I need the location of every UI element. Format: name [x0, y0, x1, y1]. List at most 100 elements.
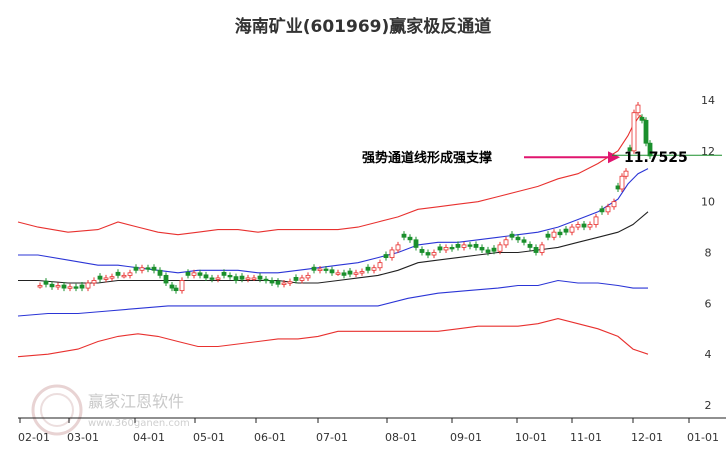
- candle-body: [631, 112, 637, 152]
- candle-body: [623, 170, 629, 177]
- candle-body: [557, 231, 563, 236]
- candle-body: [359, 271, 365, 274]
- channel-line-middle: [18, 211, 649, 284]
- candle-body: [191, 272, 197, 276]
- candle-body: [287, 281, 293, 284]
- candle-body: [413, 239, 419, 248]
- candle-body: [533, 247, 539, 253]
- candle-body: [365, 266, 371, 271]
- candle-body: [443, 247, 449, 251]
- x-tick-label: 10-01: [515, 431, 547, 444]
- candle-body: [347, 270, 353, 275]
- candle-body: [293, 277, 299, 281]
- candle-body: [395, 244, 401, 251]
- candle-body: [611, 201, 617, 208]
- candle-body: [139, 267, 145, 271]
- candle-body: [437, 246, 443, 251]
- candle-body: [521, 239, 527, 243]
- x-tick-label: 03-01: [67, 431, 99, 444]
- candle-body: [115, 271, 121, 276]
- candle-body: [49, 283, 55, 288]
- candle-body: [527, 243, 533, 248]
- watermark-text: 赢家江恩软件: [88, 392, 184, 411]
- candle-body: [263, 278, 269, 282]
- candle-body: [377, 262, 383, 269]
- watermark: 赢家江恩软件 www.360ganen.com: [31, 384, 190, 436]
- candle-body: [169, 284, 175, 289]
- y-tick-label: 4: [705, 348, 712, 361]
- y-tick-label: 10: [701, 196, 715, 209]
- candle-body: [389, 249, 395, 258]
- x-tick-label: 11-01: [570, 431, 602, 444]
- candle-body: [503, 239, 509, 246]
- candlesticks: [37, 102, 653, 294]
- candle-body: [281, 282, 287, 285]
- candle-body: [61, 284, 67, 289]
- candle-body: [269, 280, 275, 284]
- candle-body: [407, 236, 413, 241]
- candle-body: [461, 244, 467, 248]
- support-annotation: 强势通道线形成强支撑 11.7525: [362, 150, 722, 166]
- candle-body: [221, 271, 227, 276]
- candle-body: [467, 244, 473, 247]
- candle-body: [419, 249, 425, 253]
- y-tick-label: 14: [701, 94, 715, 107]
- candle-body: [335, 272, 341, 275]
- channel-line-middle-upper: [18, 168, 649, 274]
- candle-body: [371, 267, 377, 271]
- y-tick-label: 2: [705, 399, 712, 412]
- candle-body: [587, 224, 593, 228]
- candle-body: [79, 284, 85, 289]
- candle-body: [341, 272, 347, 276]
- y-tick-labels: 2 4 6 8 10 12 14: [701, 94, 715, 412]
- candle-body: [197, 272, 203, 276]
- candle-body: [569, 226, 575, 233]
- candle-body: [563, 228, 569, 233]
- candle-body: [85, 282, 91, 289]
- candle-body: [593, 216, 599, 225]
- x-tick-label: 05-01: [193, 431, 225, 444]
- candle-body: [55, 285, 61, 288]
- candle-body: [91, 280, 97, 284]
- candle-body: [539, 244, 545, 253]
- candle-body: [215, 277, 221, 280]
- candle-body: [431, 252, 437, 256]
- candle-body: [485, 249, 491, 253]
- x-tick-labels: 02-01 03-01 04-01 05-01 06-01 07-01 08-01 09-01…: [18, 418, 719, 444]
- candle-body: [599, 208, 605, 213]
- candle-body: [647, 142, 653, 157]
- annotation-arrow-head-icon: [608, 151, 620, 164]
- candle-body: [353, 272, 359, 275]
- x-tick-label: 02-01: [18, 431, 50, 444]
- price-label: 11.7525: [624, 150, 688, 166]
- candle-body: [615, 185, 621, 190]
- candle-body: [151, 266, 157, 271]
- candle-body: [209, 277, 215, 280]
- y-tick-label: 6: [705, 297, 712, 310]
- x-tick-label: 01-01: [687, 431, 719, 444]
- candle-body: [455, 243, 461, 248]
- candle-body: [635, 104, 641, 114]
- watermark-url: www.360ganen.com: [88, 418, 190, 429]
- candle-body: [97, 275, 103, 280]
- channel-line-middle-lower: [17, 279, 648, 317]
- candle-body: [173, 287, 179, 292]
- candle-body: [323, 268, 329, 271]
- x-tick-label: 06-01: [254, 431, 286, 444]
- candle-body: [581, 223, 587, 228]
- candle-body: [233, 276, 239, 281]
- watermark-logo-icon: [31, 384, 83, 436]
- candle-body: [121, 274, 127, 278]
- candle-body: [73, 286, 79, 289]
- x-tick-label: 09-01: [450, 431, 482, 444]
- candle-body: [317, 268, 323, 271]
- candle-body: [109, 276, 115, 279]
- candle-body: [491, 247, 497, 252]
- channel-line-upper: [17, 114, 649, 236]
- candle-body: [185, 271, 191, 276]
- candle-body: [605, 206, 611, 213]
- x-tick-label: 07-01: [316, 431, 348, 444]
- candle-body: [157, 269, 163, 276]
- candle-body: [127, 272, 133, 276]
- candle-body: [425, 252, 431, 256]
